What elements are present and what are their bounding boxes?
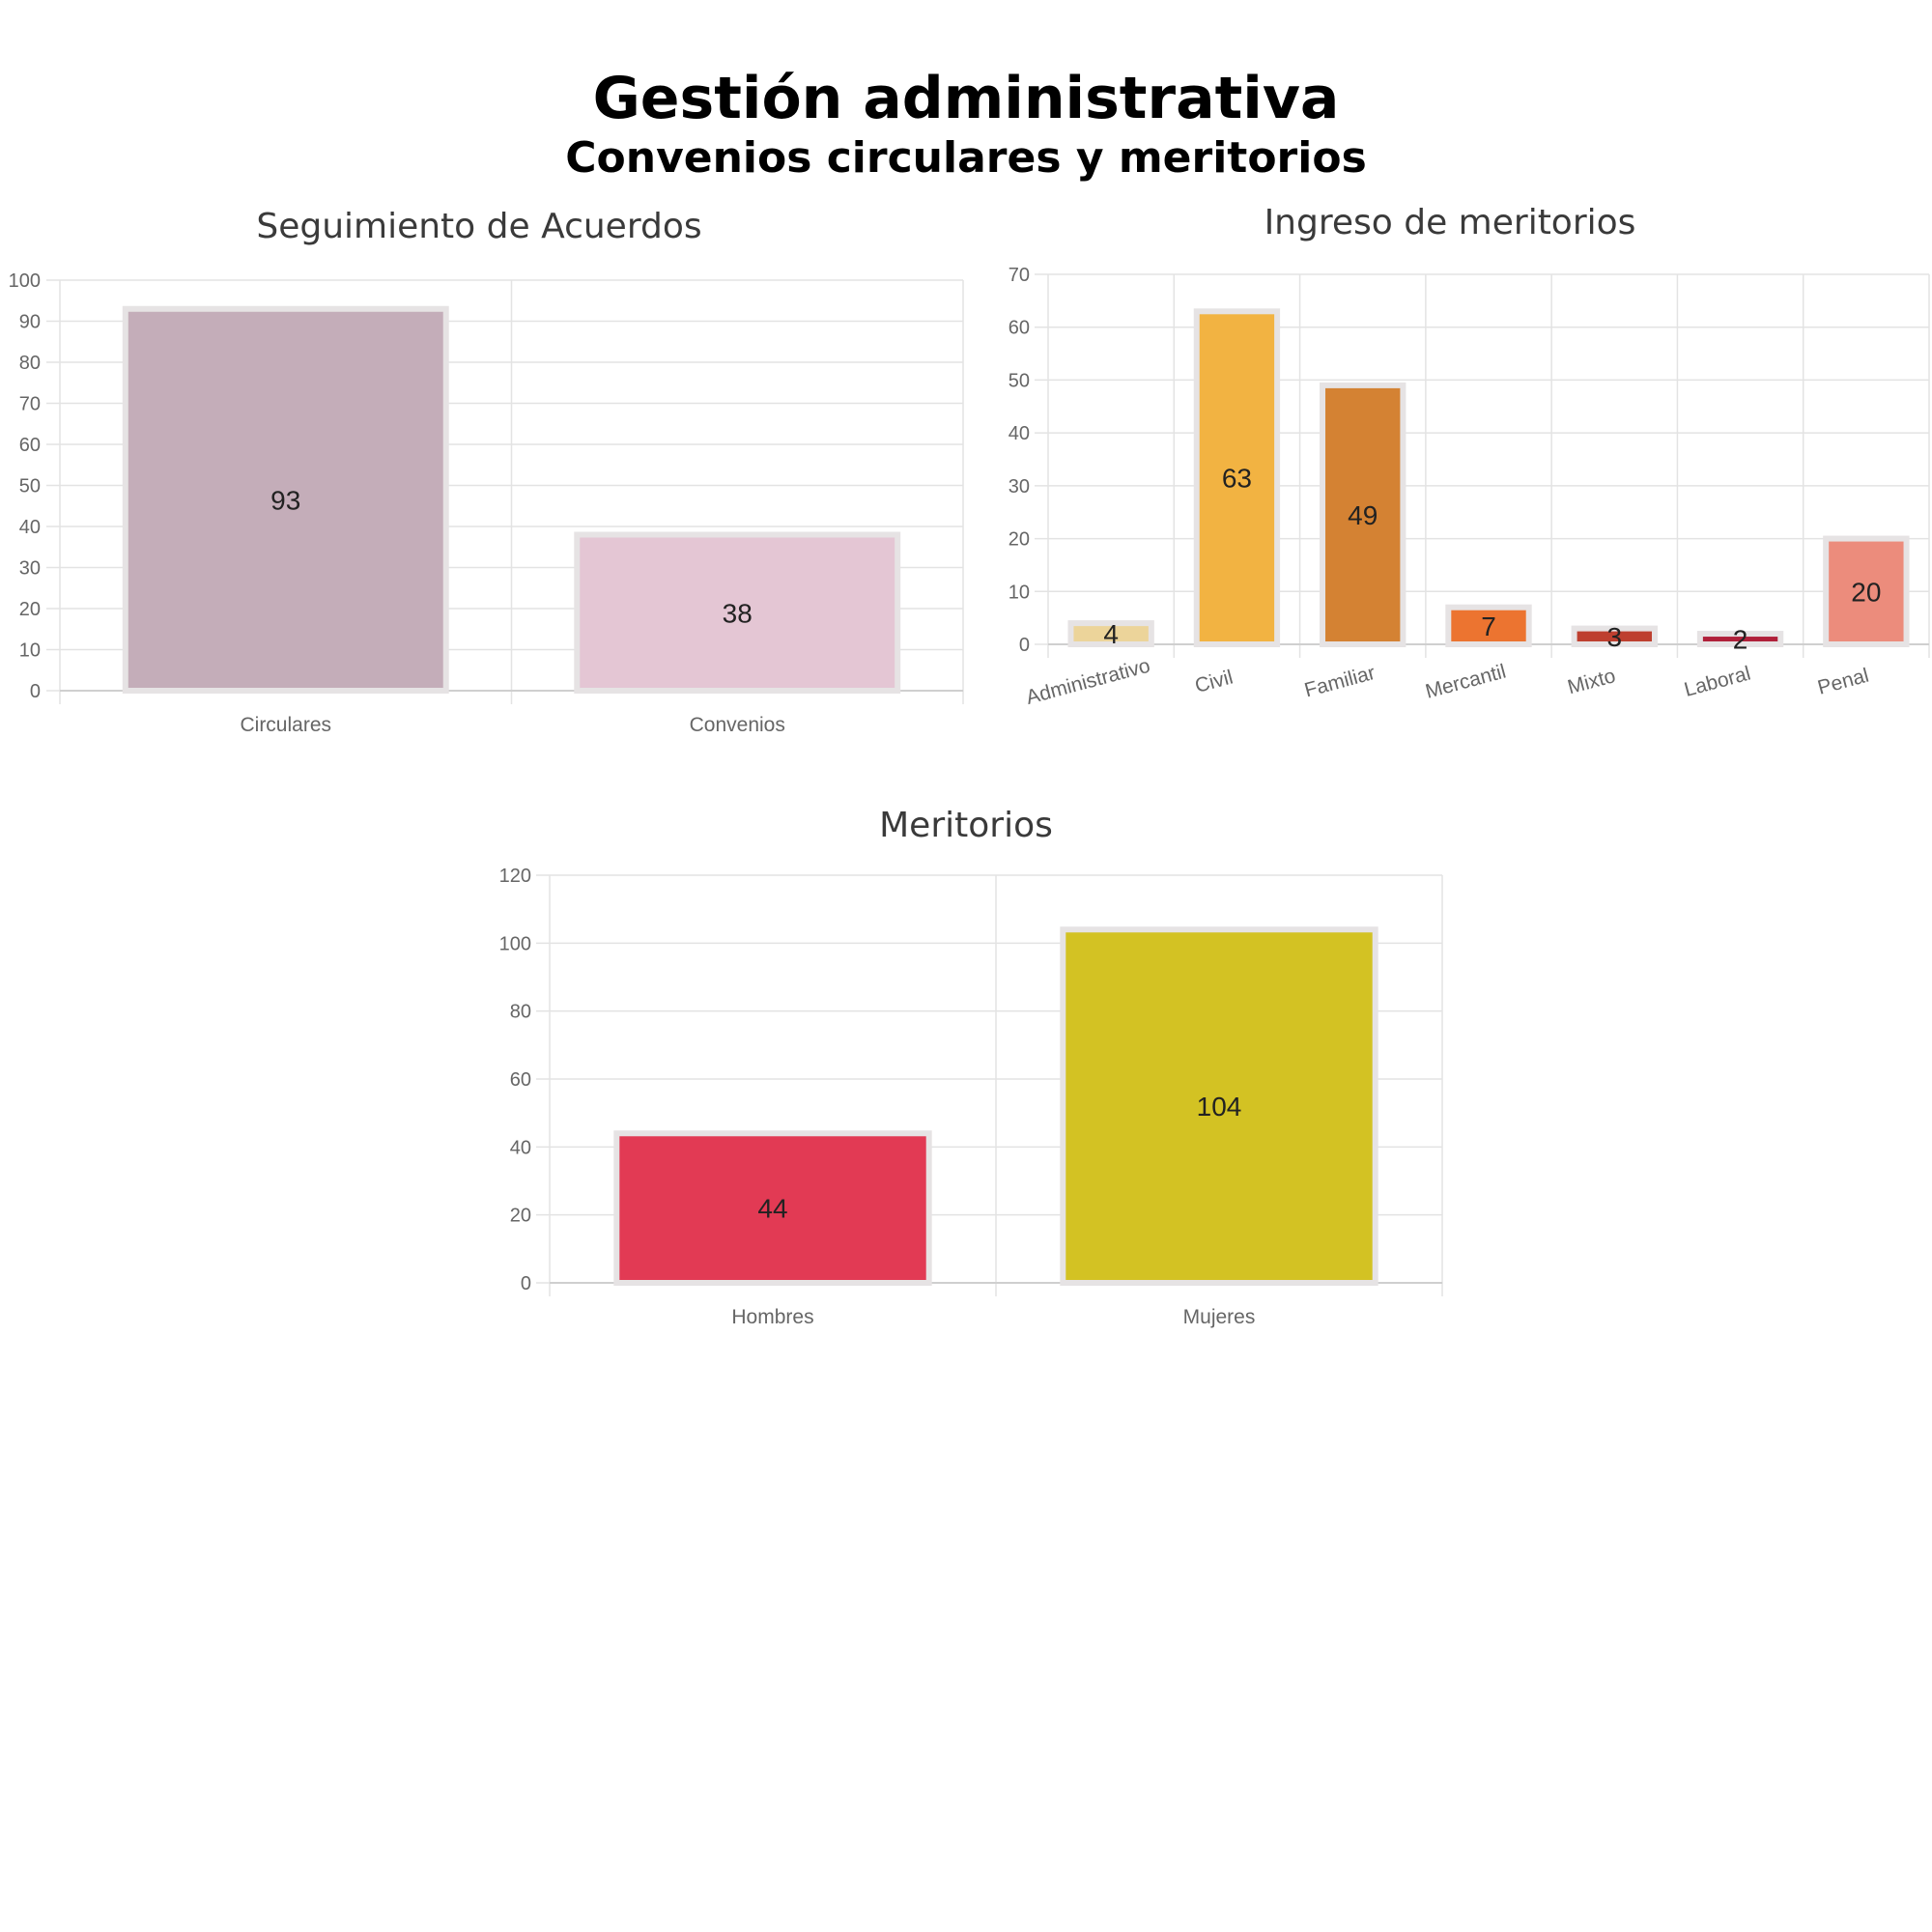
chart-title: Meritorios (879, 806, 1053, 845)
y-tick-label: 40 (1009, 423, 1030, 444)
data-label-mixto: 3 (1606, 622, 1622, 652)
y-tick-label: 30 (19, 558, 41, 580)
y-tick-label: 50 (19, 476, 41, 497)
data-label-convenios: 38 (723, 598, 753, 628)
page-title: Gestión administrativa (592, 65, 1340, 132)
y-tick-label: 10 (1009, 582, 1030, 603)
data-label-civil: 63 (1222, 464, 1252, 494)
bar-circulares (122, 305, 449, 694)
bar-convenios (574, 531, 901, 694)
y-tick-label: 0 (30, 681, 41, 702)
page-subtitle: Convenios circulares y meritorios (565, 133, 1367, 183)
data-label-mujeres: 104 (1197, 1092, 1242, 1122)
x-tick-label-convenios: Convenios (690, 714, 785, 736)
y-tick-label: 60 (1009, 318, 1030, 339)
data-label-mercantil: 7 (1481, 611, 1496, 641)
bar-civil (1193, 308, 1281, 647)
y-tick-label: 80 (19, 353, 41, 374)
y-tick-label: 100 (499, 933, 531, 954)
y-tick-label: 90 (19, 312, 41, 333)
bar-mixto (1571, 625, 1658, 647)
x-tick-label-circulares: Circulares (240, 714, 331, 736)
bar-penal (1823, 535, 1910, 647)
y-tick-label: 40 (19, 517, 41, 538)
y-tick-label: 60 (19, 435, 41, 456)
bar-mujeres (1060, 926, 1378, 1286)
bar-laboral (1696, 631, 1784, 647)
y-tick-label: 120 (499, 866, 531, 887)
y-tick-label: 20 (19, 599, 41, 620)
y-tick-label: 20 (1009, 529, 1030, 551)
y-tick-label: 30 (1009, 476, 1030, 497)
y-tick-label: 60 (510, 1069, 531, 1091)
y-tick-label: 20 (510, 1206, 531, 1227)
y-tick-label: 70 (1009, 265, 1030, 286)
data-label-hombres: 44 (757, 1194, 787, 1224)
data-label-penal: 20 (1851, 577, 1881, 607)
y-tick-label: 40 (510, 1137, 531, 1158)
y-tick-label: 50 (1009, 370, 1030, 391)
x-tick-label-mujeres: Mujeres (1183, 1306, 1256, 1328)
y-tick-label: 70 (19, 394, 41, 415)
data-label-circulares: 93 (270, 485, 300, 515)
bar-hombres (613, 1130, 932, 1287)
y-tick-label: 80 (510, 1002, 531, 1023)
y-tick-label: 10 (19, 640, 41, 662)
y-tick-label: 0 (1019, 635, 1030, 656)
bar-administrativo (1067, 620, 1154, 647)
y-tick-label: 100 (9, 270, 41, 292)
chart-title: Seguimiento de Acuerdos (256, 207, 701, 246)
data-label-laboral: 2 (1733, 625, 1748, 655)
data-label-familiar: 49 (1348, 500, 1378, 530)
bar-familiar (1320, 382, 1406, 647)
x-tick-label-hombres: Hombres (731, 1306, 813, 1328)
bar-mercantil (1445, 604, 1532, 648)
data-label-administrativo: 4 (1103, 619, 1119, 649)
chart-title: Ingreso de meritorios (1264, 203, 1636, 242)
y-tick-label: 0 (521, 1273, 531, 1294)
